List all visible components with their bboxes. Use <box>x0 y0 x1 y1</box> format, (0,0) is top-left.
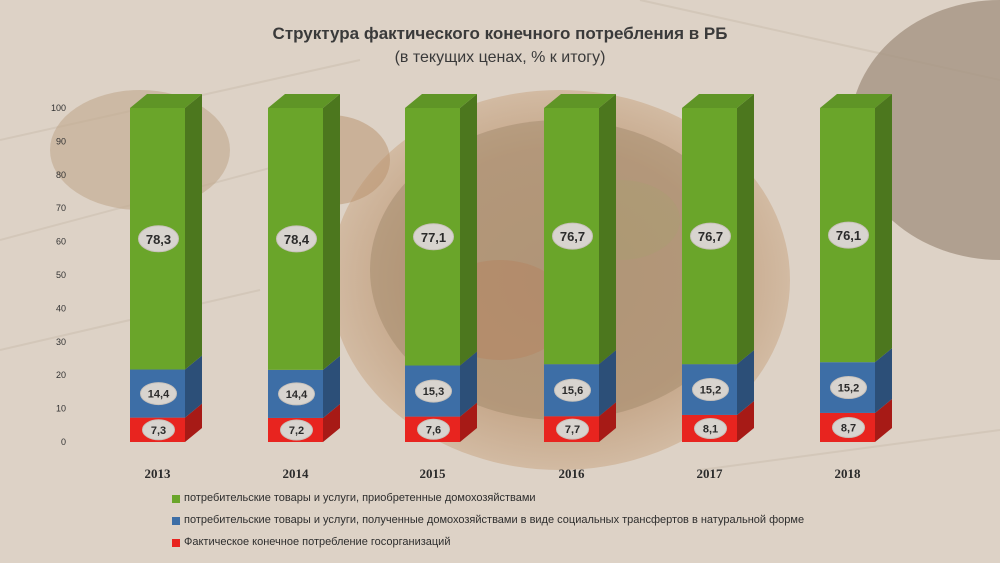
data-label: 8,7 <box>841 422 856 434</box>
data-label: 76,1 <box>836 228 861 243</box>
x-tick-label: 2013 <box>145 466 172 481</box>
bar-segment-top <box>268 94 340 108</box>
bar-segment-top <box>682 94 754 108</box>
data-label: 78,4 <box>284 232 310 247</box>
y-tick-label: 90 <box>56 136 66 146</box>
data-label: 15,2 <box>700 385 721 397</box>
data-label: 76,7 <box>560 229 585 244</box>
data-label-bubble <box>276 225 317 253</box>
bar-segment-side <box>875 348 892 413</box>
bar-segment-side <box>460 351 477 417</box>
bar-segment-side <box>185 403 202 442</box>
y-tick-label: 80 <box>56 170 66 180</box>
data-label: 7,3 <box>151 425 166 437</box>
data-label: 7,6 <box>426 424 441 436</box>
data-label: 15,6 <box>562 385 583 397</box>
bar-segment-top <box>544 94 616 108</box>
y-tick-label: 60 <box>56 237 66 247</box>
bar-segment-top <box>405 94 477 108</box>
y-tick-label: 70 <box>56 203 66 213</box>
legend-item-government: Фактическое конечное потребление госорга… <box>172 536 952 552</box>
legend-label: потребительские товары и услуги, приобре… <box>184 492 536 504</box>
bar-segment-side <box>737 350 754 415</box>
data-label-bubble <box>694 417 727 439</box>
data-label-bubble <box>417 418 450 440</box>
data-label-bubble <box>554 378 591 402</box>
legend-swatch-blue <box>172 517 180 525</box>
data-label: 15,3 <box>423 386 444 398</box>
y-tick-label: 0 <box>61 437 66 447</box>
bar-segment-side <box>323 94 340 370</box>
data-label-bubble <box>280 419 313 441</box>
bar-segment-side <box>460 402 477 442</box>
data-label: 76,7 <box>698 229 723 244</box>
chart-subtitle: (в текущих ценах, % к итогу) <box>394 49 606 66</box>
y-tick-label: 10 <box>56 404 66 414</box>
legend-label: потребительские товары и услуги, получен… <box>184 514 805 526</box>
x-tick-label: 2017 <box>697 466 724 481</box>
bar-segment-top <box>130 94 202 108</box>
data-label: 14,4 <box>148 389 170 401</box>
bar-segment-side <box>323 403 340 442</box>
data-label-bubble <box>552 222 593 250</box>
bar-segment-side <box>460 94 477 366</box>
legend-swatch-green <box>172 495 180 503</box>
y-tick-label: 30 <box>56 337 66 347</box>
bar-segment-side <box>737 400 754 442</box>
data-label: 15,2 <box>838 383 859 395</box>
bar-segment-side <box>185 94 202 370</box>
data-label: 78,3 <box>146 232 171 247</box>
bar-segment-top <box>820 94 892 108</box>
legend-swatch-red <box>172 539 180 547</box>
legend-item-purchased: потребительские товары и услуги, приобре… <box>172 492 952 508</box>
y-tick-label: 20 <box>56 370 66 380</box>
data-label: 14,4 <box>286 389 308 401</box>
data-label: 7,2 <box>289 425 304 437</box>
data-label-bubble <box>138 225 179 253</box>
y-tick-label: 40 <box>56 303 66 313</box>
bar-segment-side <box>185 355 202 418</box>
data-label-bubble <box>413 223 454 251</box>
data-label-bubble <box>830 376 867 400</box>
data-label-bubble <box>142 419 175 441</box>
data-label: 77,1 <box>421 230 446 245</box>
bar-segment-side <box>599 350 616 417</box>
x-tick-label: 2016 <box>559 466 586 481</box>
data-label-bubble <box>415 379 452 403</box>
chart-title: Структура фактического конечного потребл… <box>272 24 728 43</box>
data-label-bubble <box>140 382 177 406</box>
bar-segment-side <box>875 94 892 363</box>
x-tick-label: 2018 <box>835 466 862 481</box>
bar-segment-side <box>875 398 892 442</box>
bar-segment-side <box>737 94 754 365</box>
legend-item-social-transfers: потребительские товары и услуги, получен… <box>172 514 952 530</box>
y-tick-label: 100 <box>51 103 66 113</box>
data-label-bubble <box>556 418 589 440</box>
data-label-bubble <box>278 382 315 406</box>
data-label-bubble <box>692 378 729 402</box>
y-tick-label: 50 <box>56 270 66 280</box>
bar-segment-side <box>599 402 616 442</box>
data-label: 8,1 <box>703 423 718 435</box>
x-tick-label: 2014 <box>283 466 310 481</box>
x-tick-label: 2015 <box>420 466 447 481</box>
bar-segment-side <box>323 355 340 418</box>
data-label: 7,7 <box>565 424 580 436</box>
legend-label: Фактическое конечное потребление госорга… <box>184 536 451 548</box>
bar-segment-side <box>599 94 616 365</box>
data-label-bubble <box>828 221 869 249</box>
data-label-bubble <box>832 416 865 438</box>
data-label-bubble <box>690 222 731 250</box>
